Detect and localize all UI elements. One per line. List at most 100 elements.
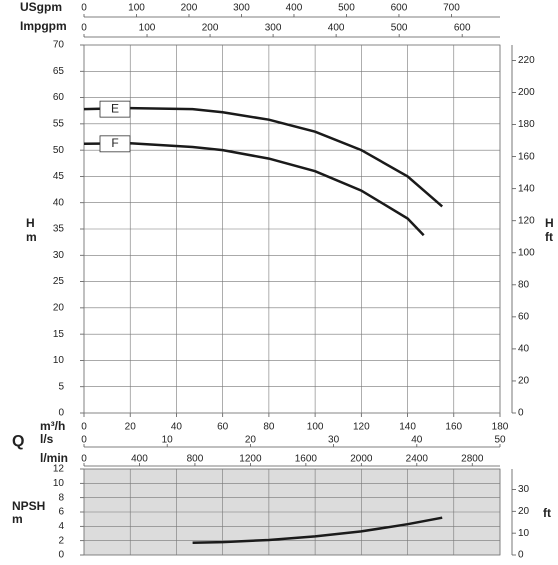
- extra-axis-tick-label: 200: [202, 23, 219, 34]
- y2-tick-label: 60: [518, 311, 530, 322]
- y-tick-label: 5: [58, 381, 64, 392]
- y-tick-label: 0: [58, 550, 64, 561]
- x-tick-label: 80: [263, 422, 275, 433]
- extra-axis-tick-label: 100: [128, 3, 145, 14]
- y2-tick-label: 220: [518, 55, 535, 66]
- x-label: m³/h: [40, 419, 65, 433]
- extra-axis-tick-label: 300: [265, 23, 282, 34]
- usgpm-label: USgpm: [20, 0, 62, 14]
- extra-axis-tick-label: 700: [443, 3, 460, 14]
- plot-frame: [83, 44, 501, 414]
- extra-axis-tick-label: 100: [139, 23, 156, 34]
- curve: [83, 142, 425, 237]
- x-tick-label: 40: [171, 422, 183, 433]
- y2-tick-label: 0: [518, 408, 524, 419]
- extra-axis-tick-label: 600: [454, 23, 471, 34]
- x-tick-label: 20: [125, 422, 137, 433]
- y2-tick-label: 0: [518, 550, 524, 561]
- y-label: H: [26, 216, 35, 230]
- x-tick-label: 140: [399, 422, 416, 433]
- curve: [192, 516, 443, 545]
- x-tick-label: 160: [445, 422, 462, 433]
- extra-axis-tick-label: 500: [391, 23, 408, 34]
- y2-tick-label: 80: [518, 279, 530, 290]
- extra-axis-tick-label: 0: [81, 435, 87, 446]
- y2-tick-label: 20: [518, 376, 530, 387]
- extra-axis-tick-label: 2000: [350, 454, 373, 465]
- extra-axis-tick-label: 300: [233, 3, 250, 14]
- curve-label: F: [111, 136, 118, 150]
- y-tick-label: 12: [53, 464, 65, 475]
- y-tick-label: 0: [58, 408, 64, 419]
- x-tick-label: 180: [492, 422, 509, 433]
- npsh-label: NPSH: [12, 499, 45, 513]
- extra-axis-tick-label: 10: [162, 435, 174, 446]
- y2-tick-label: 160: [518, 151, 535, 162]
- extra-axis-tick-label: 200: [181, 3, 198, 14]
- y2-tick-label: 30: [518, 484, 530, 495]
- extra-axis-tick-label: 1200: [239, 454, 262, 465]
- q-label: Q: [12, 433, 24, 450]
- y-tick-label: 8: [58, 492, 64, 503]
- curve-label: E: [111, 101, 119, 115]
- y-tick-label: 25: [53, 276, 65, 287]
- y-tick-label: 10: [53, 355, 65, 366]
- y-tick-label: 65: [53, 66, 65, 77]
- y2-unit: ft: [545, 230, 553, 244]
- y-tick-label: 55: [53, 118, 65, 129]
- extra-axis-tick-label: 400: [328, 23, 345, 34]
- extra-axis-tick-label: 20: [245, 435, 257, 446]
- y2-tick-label: 20: [518, 506, 530, 517]
- extra-axis-tick-label: 600: [391, 3, 408, 14]
- y2-tick-label: 10: [518, 528, 530, 539]
- extra-axis-tick-label: 400: [286, 3, 303, 14]
- extra-axis-tick-label: 30: [328, 435, 340, 446]
- y-tick-label: 2: [58, 535, 64, 546]
- curve-label-box: [99, 135, 131, 153]
- y-tick-label: 6: [58, 507, 64, 518]
- y2-tick-label: 180: [518, 119, 535, 130]
- y-tick-label: 10: [53, 478, 65, 489]
- lmin-label: l/min: [40, 451, 68, 465]
- extra-axis-tick-label: 500: [338, 3, 355, 14]
- extra-axis-tick-label: 0: [81, 454, 87, 465]
- y-tick-label: 45: [53, 171, 65, 182]
- extra-axis-tick-label: 0: [81, 3, 87, 14]
- extra-axis-tick-label: 50: [494, 435, 506, 446]
- npsh-y2-unit: ft: [543, 506, 551, 520]
- y-tick-label: 35: [53, 224, 65, 235]
- ls-label: l/s: [40, 432, 54, 446]
- y2-tick-label: 100: [518, 247, 535, 258]
- y2-tick-label: 200: [518, 87, 535, 98]
- x-tick-label: 60: [217, 422, 229, 433]
- y-tick-label: 70: [53, 40, 65, 51]
- y-unit: m: [26, 230, 37, 244]
- extra-axis-tick-label: 2400: [406, 454, 429, 465]
- npsh-unit: m: [12, 512, 23, 526]
- y-tick-label: 50: [53, 145, 65, 156]
- extra-axis-tick-label: 0: [81, 23, 87, 34]
- y2-tick-label: 140: [518, 183, 535, 194]
- impgpm-label: Impgpm: [20, 19, 67, 33]
- y-tick-label: 30: [53, 250, 65, 261]
- extra-axis-tick-label: 400: [131, 454, 148, 465]
- curve: [83, 106, 444, 208]
- y-tick-label: 60: [53, 92, 65, 103]
- curve-label-box: [99, 100, 131, 118]
- x-tick-label: 0: [81, 422, 87, 433]
- extra-axis-tick-label: 2800: [461, 454, 484, 465]
- x-tick-label: 100: [307, 422, 324, 433]
- y2-label: H: [545, 216, 554, 230]
- y-tick-label: 20: [53, 302, 65, 313]
- extra-axis-tick-label: 1600: [295, 454, 318, 465]
- extra-axis-tick-label: 40: [411, 435, 423, 446]
- y2-tick-label: 40: [518, 344, 530, 355]
- y-tick-label: 4: [58, 521, 64, 532]
- plot-frame: [83, 468, 501, 556]
- y2-tick-label: 120: [518, 215, 535, 226]
- y-tick-label: 40: [53, 197, 65, 208]
- x-tick-label: 120: [353, 422, 370, 433]
- extra-axis-tick-label: 800: [187, 454, 204, 465]
- y-tick-label: 15: [53, 329, 65, 340]
